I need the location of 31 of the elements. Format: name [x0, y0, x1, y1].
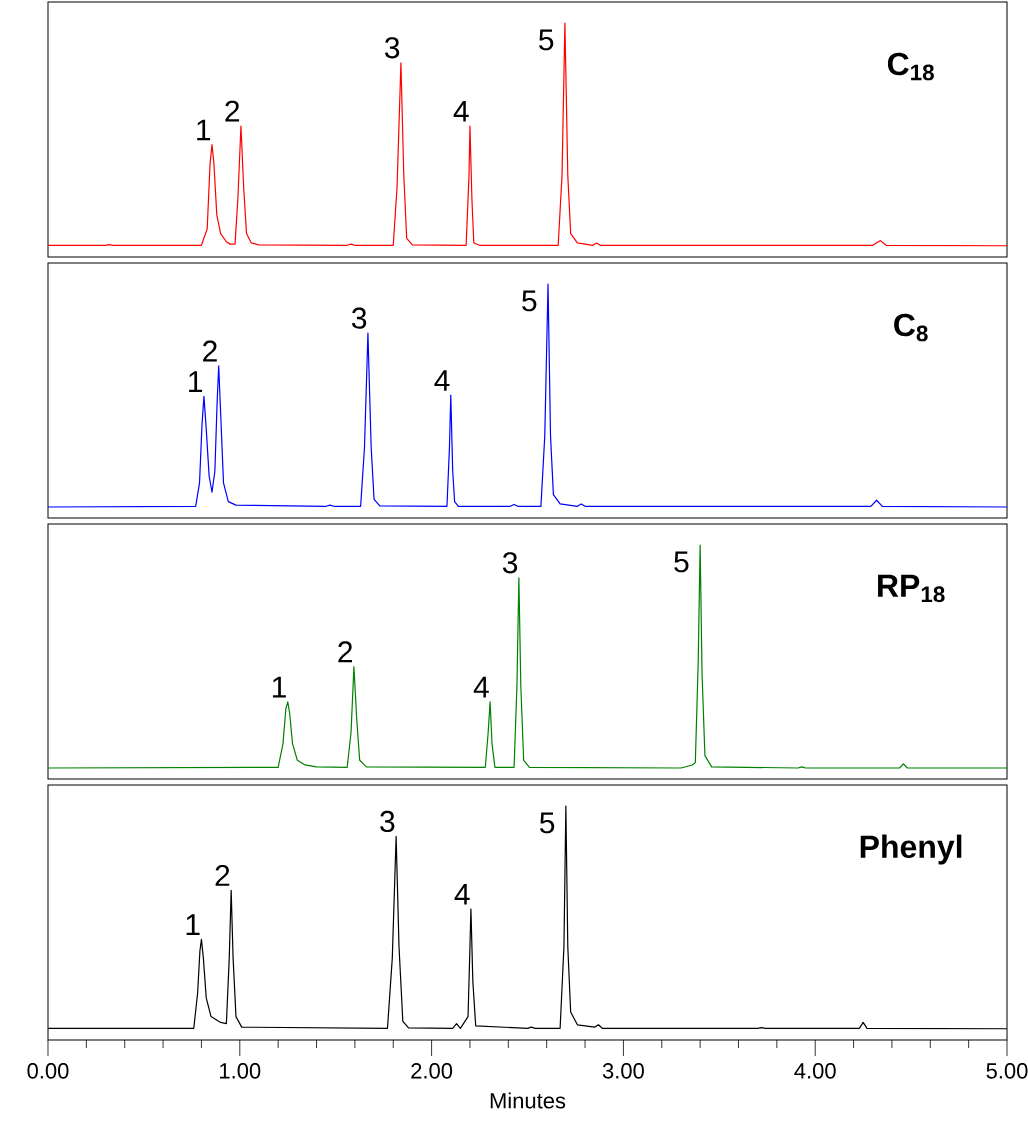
annotation: 2 — [225, 100, 240, 122]
annotation: 4 — [453, 100, 469, 122]
annotation: 5 — [539, 29, 554, 51]
annotation: 1 — [186, 914, 200, 935]
x-axis-title: Minutes — [490, 1092, 566, 1109]
annotation: 3 — [384, 37, 400, 59]
annotation: 2 — [338, 641, 353, 663]
annotation: 1 — [189, 371, 203, 392]
annotation: 4 — [434, 370, 450, 391]
x-tick-label: 1.00 — [220, 1063, 261, 1079]
x-tick-label: 4.00 — [794, 1063, 836, 1079]
annotation: 4 — [473, 676, 489, 698]
annotation: 5 — [539, 812, 555, 834]
annotation: 3 — [502, 552, 518, 574]
annotation: 1 — [197, 119, 211, 141]
annotation: 3 — [351, 307, 367, 329]
annotation: 2 — [215, 864, 230, 886]
x-tick-label: 2.00 — [411, 1063, 453, 1079]
annotation: 4 — [454, 883, 470, 905]
text: C$_{18}$ — [887, 52, 934, 81]
annotation: 1 — [272, 676, 286, 698]
x-tick-label: 3.00 — [602, 1063, 644, 1079]
annotation: 3 — [380, 810, 395, 833]
annotation: 5 — [522, 290, 537, 312]
annotation: 5 — [674, 551, 689, 573]
x-tick-label: 5.00 — [986, 1063, 1028, 1079]
text: RP$_{18}$ — [878, 574, 945, 603]
text: C$_{8}$ — [894, 313, 928, 342]
text: Phenyl — [860, 834, 962, 865]
x-tick-label: 0.00 — [27, 1063, 69, 1079]
annotation: 2 — [203, 340, 217, 362]
